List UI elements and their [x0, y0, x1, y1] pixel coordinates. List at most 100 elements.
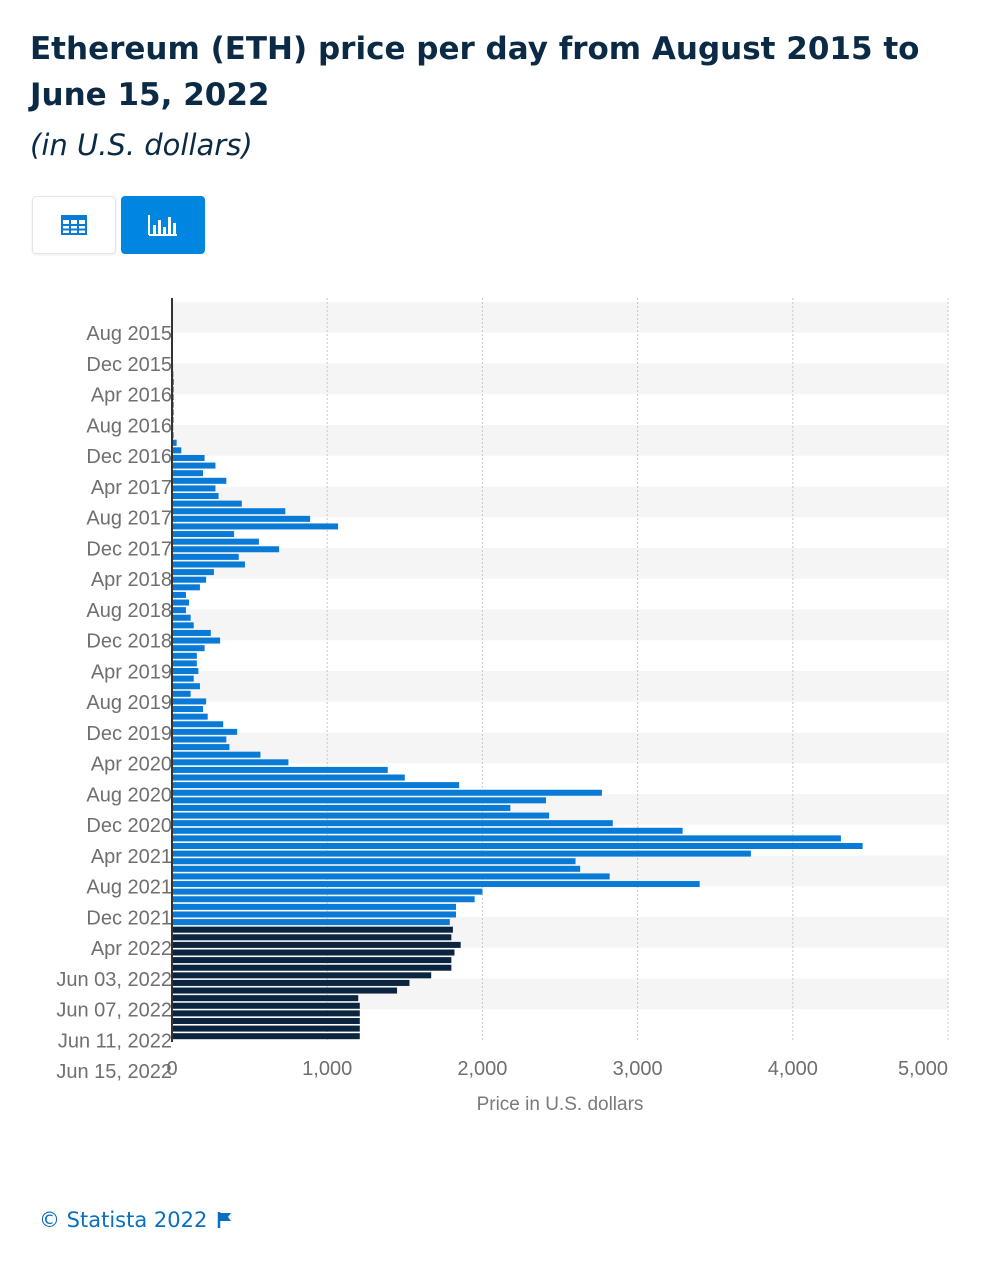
x-tick-label: 1,000: [302, 1058, 352, 1080]
bar[interactable]: [172, 569, 214, 576]
bar[interactable]: [172, 911, 457, 918]
bar[interactable]: [172, 903, 457, 910]
bar[interactable]: [172, 858, 576, 865]
bar[interactable]: [172, 850, 751, 857]
bar[interactable]: [172, 698, 207, 705]
bar[interactable]: [172, 888, 483, 895]
bar[interactable]: [172, 508, 286, 515]
y-tick-label: Apr 2021: [91, 846, 172, 868]
bar[interactable]: [172, 926, 453, 933]
bar[interactable]: [172, 751, 261, 758]
row-band: [172, 671, 948, 702]
bar[interactable]: [172, 774, 405, 781]
bar[interactable]: [172, 591, 186, 598]
bar[interactable]: [172, 523, 339, 530]
bar[interactable]: [172, 934, 452, 941]
bar[interactable]: [172, 553, 239, 560]
row-band: [172, 548, 948, 579]
bar[interactable]: [172, 881, 700, 888]
bar[interactable]: [172, 721, 224, 728]
bar[interactable]: [172, 477, 227, 484]
bar[interactable]: [172, 789, 602, 796]
bar[interactable]: [172, 1025, 360, 1032]
bar[interactable]: [172, 629, 211, 636]
bar[interactable]: [172, 667, 199, 675]
bar[interactable]: [172, 865, 581, 872]
copyright-link[interactable]: © Statista 2022: [39, 1208, 208, 1232]
bar[interactable]: [172, 995, 359, 1002]
bar[interactable]: [172, 812, 550, 819]
bar[interactable]: [172, 454, 205, 461]
bar[interactable]: [172, 622, 194, 629]
bar[interactable]: [172, 706, 204, 713]
y-tick-label: Dec 2015: [86, 354, 172, 376]
bar[interactable]: [172, 1017, 360, 1024]
y-tick-label: Dec 2021: [86, 907, 172, 929]
bar[interactable]: [172, 797, 547, 804]
x-tick-label: 5,000: [898, 1058, 948, 1080]
bar[interactable]: [172, 1010, 360, 1017]
bar[interactable]: [172, 462, 216, 469]
y-tick-label: Dec 2016: [86, 446, 172, 468]
bar[interactable]: [172, 987, 398, 994]
bar[interactable]: [172, 485, 216, 492]
bar[interactable]: [172, 759, 289, 766]
x-tick-label: 3,000: [613, 1058, 663, 1080]
bar[interactable]: [172, 972, 432, 979]
bar[interactable]: [172, 599, 190, 606]
x-axis-label: Price in U.S. dollars: [477, 1094, 644, 1115]
bar[interactable]: [172, 1033, 360, 1040]
bar[interactable]: [172, 675, 194, 682]
bar[interactable]: [172, 470, 204, 477]
bar[interactable]: [172, 660, 197, 667]
bar[interactable]: [172, 949, 455, 956]
flag-icon[interactable]: [217, 1211, 233, 1229]
bar[interactable]: [172, 804, 511, 811]
bar[interactable]: [172, 683, 200, 690]
y-tick-label: Aug 2018: [86, 600, 172, 622]
bar[interactable]: [172, 728, 238, 735]
bar[interactable]: [172, 561, 245, 568]
chart-view-button[interactable]: [121, 196, 205, 254]
row-band: [172, 732, 948, 764]
bar[interactable]: [172, 584, 200, 591]
bar[interactable]: [172, 744, 230, 751]
bar[interactable]: [172, 447, 182, 454]
bar[interactable]: [172, 941, 461, 948]
bar[interactable]: [172, 493, 219, 500]
bar[interactable]: [172, 576, 207, 583]
bar[interactable]: [172, 607, 186, 614]
table-view-button[interactable]: [32, 196, 116, 254]
bar[interactable]: [172, 842, 863, 849]
bar[interactable]: [172, 919, 450, 926]
bar[interactable]: [172, 835, 841, 842]
price-chart: Aug 2015 Dec 2015 Apr 2016 Aug 2016 Dec 2016…: [56, 298, 949, 1115]
bar[interactable]: [172, 964, 452, 971]
bar[interactable]: [172, 873, 610, 880]
bar[interactable]: [172, 439, 177, 446]
bar[interactable]: [172, 546, 280, 553]
bar[interactable]: [172, 957, 452, 964]
bar[interactable]: [172, 1002, 360, 1009]
bar[interactable]: [172, 531, 235, 538]
bar[interactable]: [172, 515, 311, 522]
bar[interactable]: [172, 896, 475, 903]
bar[interactable]: [172, 827, 683, 834]
bar[interactable]: [172, 736, 227, 743]
bar[interactable]: [172, 782, 460, 789]
bar[interactable]: [172, 820, 613, 827]
bar[interactable]: [172, 614, 191, 621]
y-tick-label: Apr 2020: [91, 754, 172, 776]
bar[interactable]: [172, 500, 242, 507]
bar[interactable]: [172, 652, 197, 659]
bar[interactable]: [172, 766, 388, 773]
y-tick-label: Dec 2019: [86, 723, 172, 745]
bar[interactable]: [172, 637, 221, 644]
bar-chart-icon: [148, 215, 177, 236]
bar[interactable]: [172, 690, 191, 697]
bar[interactable]: [172, 645, 205, 652]
bar[interactable]: [172, 713, 208, 720]
grid-lines: [326, 298, 949, 1042]
bar[interactable]: [172, 538, 259, 545]
bar[interactable]: [172, 979, 410, 986]
